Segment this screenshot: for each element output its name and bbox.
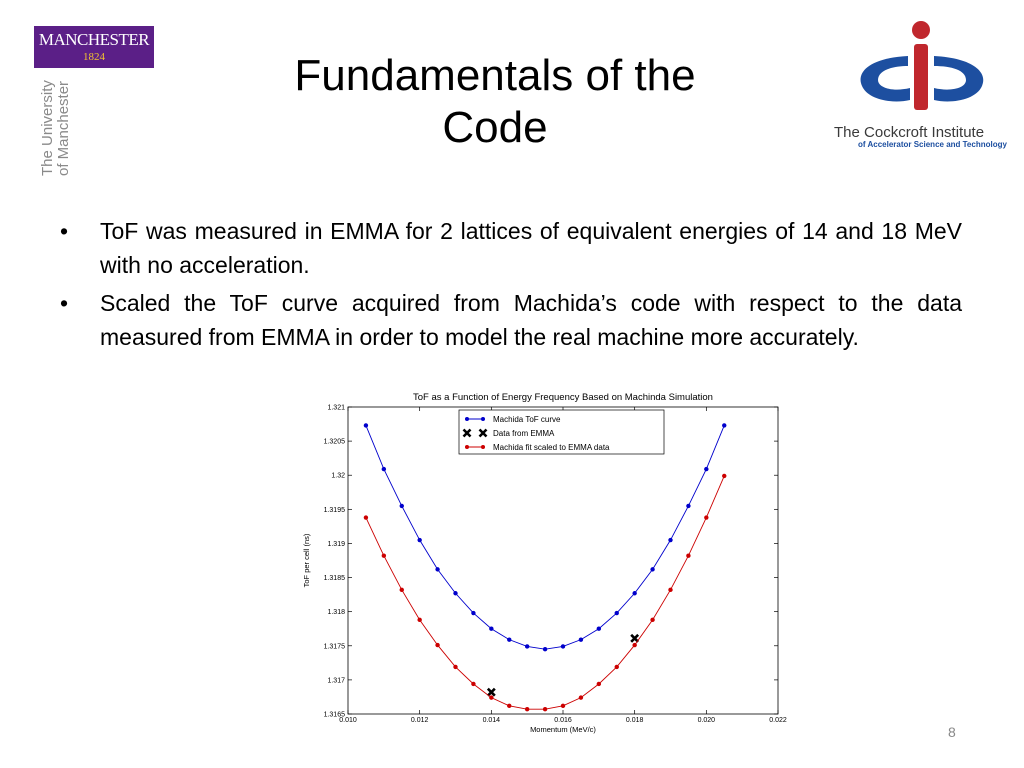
- data-point: [489, 695, 494, 700]
- slide-title-line1: Fundamentals of the: [294, 51, 696, 100]
- legend-marker: [478, 428, 488, 438]
- y-tick-label: 1.3195: [324, 507, 346, 514]
- cockcroft-subtitle: of Accelerator Science and Technology: [858, 140, 1007, 149]
- bullet-text: Scaled the ToF curve acquired from Machi…: [100, 290, 962, 350]
- data-point: [507, 637, 512, 642]
- legend-marker: [481, 417, 485, 421]
- x-tick-label: 0.010: [339, 717, 357, 724]
- data-point: [435, 642, 440, 648]
- data-point: [471, 610, 476, 616]
- data-point: [668, 587, 673, 593]
- data-point: [704, 466, 709, 472]
- y-tick-label: 1.32: [331, 473, 345, 480]
- page-number: 8: [948, 724, 956, 740]
- y-tick-label: 1.3205: [324, 439, 346, 446]
- bullet-item: • ToF was measured in EMMA for 2 lattice…: [60, 214, 962, 282]
- data-point: [560, 644, 566, 649]
- y-tick-label: 1.319: [327, 541, 345, 548]
- data-point: [399, 587, 404, 593]
- data-point: [704, 515, 709, 520]
- legend-marker: [465, 417, 469, 421]
- data-point: [542, 646, 548, 652]
- y-tick-label: 1.317: [327, 677, 345, 684]
- data-point: [399, 503, 404, 509]
- data-point: [578, 637, 584, 642]
- university-text-line1: The University: [39, 80, 56, 176]
- data-point: [650, 617, 655, 623]
- data-point: [596, 626, 602, 631]
- y-tick-label: 1.3175: [324, 643, 346, 650]
- data-point: [453, 664, 458, 670]
- data-point: [381, 553, 387, 558]
- x-tick-label: 0.016: [554, 717, 572, 724]
- data-point: [417, 617, 422, 623]
- data-point: [363, 423, 369, 428]
- bullet-text: ToF was measured in EMMA for 2 lattices …: [100, 218, 962, 278]
- manchester-vertical-text: The University of Manchester: [39, 80, 72, 176]
- tof-chart: ToF as a Function of Energy Frequency Ba…: [302, 392, 787, 734]
- data-point: [471, 681, 476, 687]
- manchester-logo: MANCHESTER 1824: [34, 26, 154, 68]
- plot-frame: [347, 406, 779, 715]
- legend-box: [458, 409, 665, 455]
- y-tick-label: 1.318: [327, 609, 345, 616]
- y-tick-label: 1.3165: [324, 712, 346, 719]
- manchester-logo-year: 1824: [83, 51, 105, 63]
- data-point: [507, 703, 512, 709]
- legend-label: Machida ToF curve: [493, 415, 561, 424]
- data-point: [578, 695, 584, 700]
- slide-title: Fundamentals of the Code: [190, 50, 800, 154]
- bullet-item: • Scaled the ToF curve acquired from Mac…: [60, 286, 962, 354]
- x-tick-label: 0.014: [483, 717, 501, 724]
- slide-title-line2: Code: [442, 103, 548, 152]
- data-point: [435, 567, 440, 572]
- x-tick-label: 0.012: [411, 717, 429, 724]
- data-point: [722, 473, 727, 479]
- data-point: [363, 515, 369, 520]
- y-tick-label: 1.321: [327, 405, 345, 412]
- data-point: [632, 591, 637, 596]
- data-point: [542, 707, 548, 712]
- data-point: [722, 423, 727, 428]
- data-point: [686, 503, 691, 509]
- x-axis-label: Momentum (MeV/c): [530, 725, 596, 734]
- data-point: [596, 681, 602, 687]
- bullet-symbol: •: [60, 290, 69, 316]
- manchester-logo-name: MANCHESTER: [38, 30, 150, 49]
- x-tick-label: 0.020: [698, 717, 716, 724]
- legend-marker: [481, 445, 485, 449]
- x-tick-label: 0.018: [626, 717, 644, 724]
- y-tick-label: 1.3185: [324, 575, 346, 582]
- legend-label: Data from EMMA: [493, 429, 555, 438]
- y-axis-label: ToF per cell (ns): [302, 533, 311, 587]
- data-point: [632, 642, 637, 648]
- data-point: [560, 703, 566, 709]
- bullet-list: • ToF was measured in EMMA for 2 lattice…: [60, 214, 962, 358]
- legend-label: Machida fit scaled to EMMA data: [493, 443, 610, 452]
- data-point: [417, 537, 422, 543]
- data-point: [630, 633, 640, 643]
- data-point: [381, 466, 387, 472]
- x-tick-label: 0.022: [769, 717, 787, 724]
- legend-marker: [462, 428, 472, 438]
- data-point: [453, 591, 458, 596]
- data-point: [650, 567, 655, 572]
- data-point: [686, 553, 691, 558]
- data-point: [614, 610, 619, 616]
- chart-title: ToF as a Function of Energy Frequency Ba…: [413, 392, 713, 403]
- university-text-line2: of Manchester: [55, 81, 72, 176]
- legend-marker: [465, 445, 469, 449]
- cockcroft-logo-icon: [860, 21, 984, 110]
- data-point: [524, 707, 530, 712]
- data-point: [614, 664, 619, 670]
- data-point: [489, 626, 494, 631]
- data-point: [486, 687, 496, 697]
- bullet-symbol: •: [60, 218, 69, 244]
- cockcroft-name: The Cockcroft Institute: [834, 124, 985, 141]
- data-point: [668, 537, 673, 543]
- data-point: [524, 644, 530, 649]
